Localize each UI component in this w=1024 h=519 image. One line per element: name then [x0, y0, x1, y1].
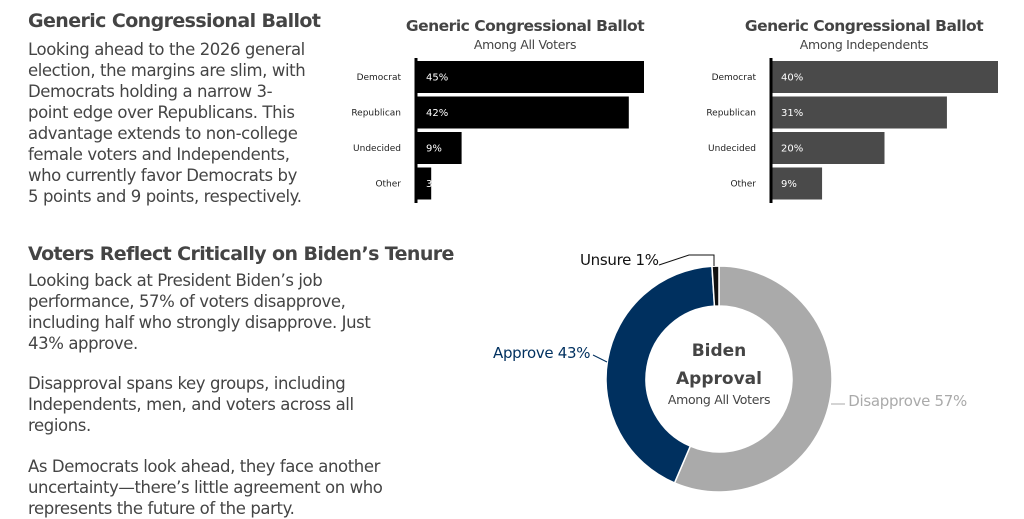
bar-value-label: 20%: [781, 144, 803, 155]
bar-category-label: Undecided: [353, 144, 401, 154]
disapprove-slice-label: Disapprove 57%: [848, 392, 967, 410]
donut-center-title: Approval: [676, 369, 762, 389]
bar-chart-title: Generic Congressional Ballot: [406, 17, 645, 35]
ballot-section-heading: Generic Congressional Ballot: [28, 10, 321, 32]
bar-chart-title: Generic Congressional Ballot: [745, 17, 984, 35]
bar-category-label: Undecided: [708, 144, 756, 154]
text-line: point edge over Republicans. This: [28, 103, 295, 122]
bar-value-label: 31%: [781, 108, 803, 119]
bar-category-label: Republican: [706, 109, 756, 119]
text-line: Democrats holding a narrow 3-: [28, 82, 273, 101]
text-line: performance, 57% of voters disapprove,: [28, 292, 346, 311]
donut-slice: [673, 265, 833, 493]
leader-line: [658, 254, 715, 266]
bar: [416, 96, 629, 129]
biden-paragraph-3: As Democrats look ahead, they face anoth…: [28, 456, 383, 519]
bar-category-label: Republican: [351, 109, 401, 119]
bar: [416, 167, 432, 200]
text-line: Looking ahead to the 2026 general: [28, 40, 305, 59]
donut-slice: [605, 265, 716, 484]
bar: [771, 132, 885, 164]
bar-value-label: 9%: [781, 179, 797, 190]
bar-value-label: 45%: [426, 73, 448, 84]
text-line: Independents, men, and voters across all: [28, 395, 354, 414]
text-line: Looking back at President Biden’s job: [28, 271, 323, 290]
text-line: 43% approve.: [28, 334, 138, 353]
bar-category-label: Democrat: [357, 73, 402, 83]
biden-section-heading: Voters Reflect Critically on Biden’s Ten…: [28, 243, 454, 265]
text-line: election, the margins are slim, with: [28, 61, 306, 80]
leader-line: [592, 354, 608, 363]
text-line: As Democrats look ahead, they face anoth…: [28, 457, 381, 476]
bar-chart-subtitle: Among All Voters: [474, 37, 576, 52]
bar: [771, 167, 823, 200]
ballot-section-text: Looking ahead to the 2026 general electio…: [28, 39, 306, 207]
text-line: Disapproval spans key groups, including: [28, 374, 346, 393]
text-line: including half who strongly disapprove. …: [28, 313, 371, 332]
text-line: female voters and Independents,: [28, 145, 290, 164]
bar-value-label: 42%: [426, 108, 448, 119]
text-line: regions.: [28, 416, 91, 435]
approve-slice-label: Approve 43%: [493, 344, 590, 362]
biden-paragraph-1: Looking back at President Biden’s job per…: [28, 270, 371, 354]
text-line: advantage extends to non-college: [28, 124, 298, 143]
bar: [771, 61, 998, 93]
bar: [771, 96, 947, 129]
donut-center-title: Biden: [692, 341, 747, 361]
unsure-slice-label: Unsure 1%: [580, 251, 659, 269]
bar-category-label: Other: [375, 180, 401, 190]
bar-category-label: Other: [730, 180, 756, 190]
bar: [416, 61, 644, 93]
text-line: 5 points and 9 points, respectively.: [28, 187, 302, 206]
text-line: uncertainty—there’s little agreement on …: [28, 478, 383, 497]
donut-slice: [711, 265, 720, 307]
text-line: who currently favor Democrats by: [28, 166, 297, 185]
bar: [416, 132, 462, 164]
bar-category-label: Democrat: [712, 73, 757, 83]
donut-center-subtitle: Among All Voters: [668, 392, 770, 407]
biden-paragraph-2: Disapproval spans key groups, including I…: [28, 373, 354, 436]
bar-value-label: 9%: [426, 144, 442, 155]
bar-chart-subtitle: Among Independents: [800, 37, 929, 52]
bar-value-label: 40%: [781, 73, 803, 84]
bar-value-label: 3%: [426, 179, 442, 190]
